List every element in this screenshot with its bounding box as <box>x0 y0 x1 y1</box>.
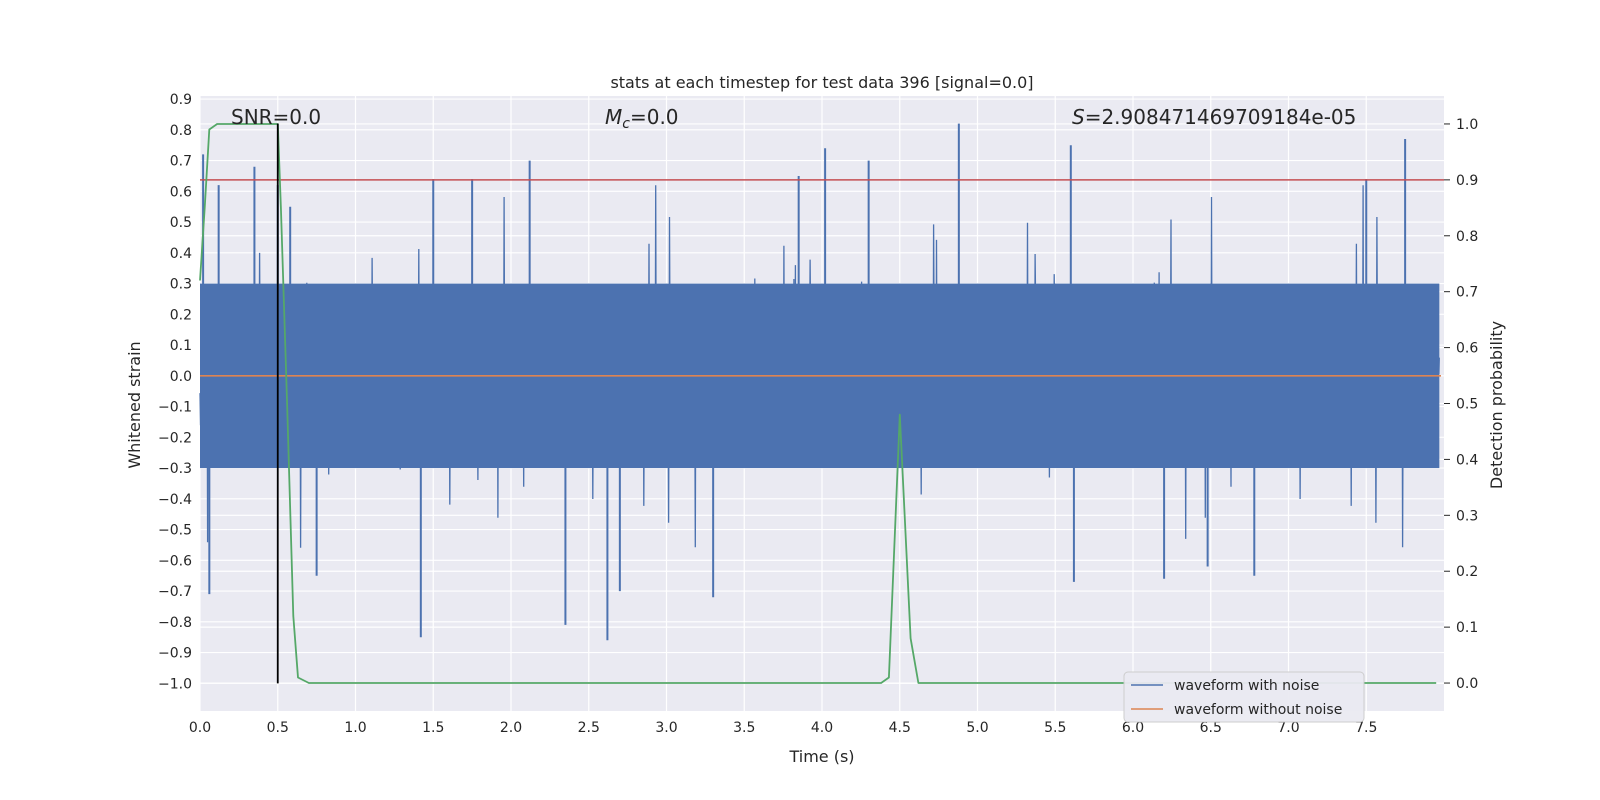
statistic-symbol: S <box>1072 105 1085 129</box>
y-tick-label: −1.0 <box>158 676 192 692</box>
x-tick-label: 7.5 <box>1355 720 1377 736</box>
y-tick-label: 0.1 <box>170 338 192 354</box>
legend-label-clean: waveform without noise <box>1174 702 1342 718</box>
y-tick-label: 0.4 <box>170 246 192 262</box>
y2-tick-label: 0.8 <box>1456 229 1478 245</box>
y2-tick-label: 0.4 <box>1456 452 1478 468</box>
y2-tick-label: 0.6 <box>1456 341 1478 357</box>
x-tick-label: 4.0 <box>811 720 833 736</box>
x-tick-label: 3.0 <box>655 720 677 736</box>
y-tick-label: 0.3 <box>170 277 192 293</box>
snr-annotation: SNR=0.0 <box>231 105 321 129</box>
x-tick-label: 2.5 <box>578 720 600 736</box>
y-tick-label: 0.0 <box>170 369 192 385</box>
legend-box <box>1123 671 1365 723</box>
y2-tick-label: 0.7 <box>1456 285 1478 301</box>
y-tick-label: 0.5 <box>170 215 192 231</box>
y2-ticks: 1.0 0.9 0.8 0.7 0.6 0.5 0.4 0.3 0.2 0.1 0.0 <box>1444 117 1478 692</box>
x-tick-label: 7.0 <box>1277 720 1299 736</box>
y2-tick-label: 0.1 <box>1456 620 1478 636</box>
legend: waveform with noise waveform without noi… <box>1123 671 1365 723</box>
chirp-mass-symbol: M <box>605 105 622 129</box>
detection-probability-line <box>199 123 1437 684</box>
x-tick-label: 0.0 <box>189 720 211 736</box>
y2-tick-label: 0.2 <box>1456 564 1478 580</box>
chirp-mass-annotation: Mc=0.0 <box>605 105 679 132</box>
x-tick-label: 3.5 <box>733 720 755 736</box>
y2-tick-label: 0.3 <box>1456 508 1478 524</box>
y-tick-label: 0.8 <box>170 123 192 139</box>
x-ticks: 0.0 0.5 1.0 1.5 2.0 2.5 3.0 3.5 4.0 4.5 5.0 5.5 6.0 6… <box>189 720 1378 736</box>
x-axis-label: Time (s) <box>788 747 854 766</box>
x-tick-label: 5.5 <box>1044 720 1066 736</box>
x-tick-label: 1.5 <box>422 720 444 736</box>
chirp-mass-value: =0.0 <box>630 105 679 129</box>
y2-tick-label: 0.9 <box>1456 173 1478 189</box>
y-ticks: 0.9 0.8 0.7 0.6 0.5 0.4 0.3 0.2 0.1 0.0 −0.1 −0.2 −0… <box>158 92 192 692</box>
y2-tick-label: 0.5 <box>1456 397 1478 413</box>
y-tick-label: −0.6 <box>158 553 192 569</box>
y-tick-label: 0.9 <box>170 92 192 108</box>
y-tick-label: −0.3 <box>158 461 192 477</box>
y2-tick-label: 0.0 <box>1456 676 1478 692</box>
x-tick-label: 1.0 <box>344 720 366 736</box>
y-tick-label: 0.6 <box>170 184 192 200</box>
series-layer <box>199 123 1444 684</box>
x-tick-label: 6.0 <box>1122 720 1144 736</box>
statistic-annotation: S=2.908471469709184e-05 <box>1072 105 1356 129</box>
x-tick-label: 0.5 <box>267 720 289 736</box>
statistic-value: =2.908471469709184e-05 <box>1085 105 1357 129</box>
x-tick-label: 6.5 <box>1200 720 1222 736</box>
y-tick-label: 0.7 <box>170 154 192 170</box>
y-tick-label: 0.2 <box>170 307 192 323</box>
y-tick-label: −0.1 <box>158 400 192 416</box>
y-tick-label: −0.2 <box>158 430 192 446</box>
y2-axis-label: Detection probability <box>1487 321 1506 489</box>
y-tick-label: −0.7 <box>158 584 192 600</box>
x-tick-label: 2.0 <box>500 720 522 736</box>
chirp-mass-subscript: c <box>622 116 630 132</box>
x-tick-label: 5.0 <box>966 720 988 736</box>
y-axis-label: Whitened strain <box>125 341 144 468</box>
legend-label-noise: waveform with noise <box>1174 678 1319 694</box>
y-tick-label: −0.8 <box>158 615 192 631</box>
x-tick-label: 4.5 <box>889 720 911 736</box>
y-tick-label: −0.4 <box>158 492 192 508</box>
y-tick-label: −0.5 <box>158 523 192 539</box>
chart-title: stats at each timestep for test data 396… <box>610 73 1033 92</box>
y2-tick-label: 1.0 <box>1456 117 1478 133</box>
y-tick-label: −0.9 <box>158 646 192 662</box>
